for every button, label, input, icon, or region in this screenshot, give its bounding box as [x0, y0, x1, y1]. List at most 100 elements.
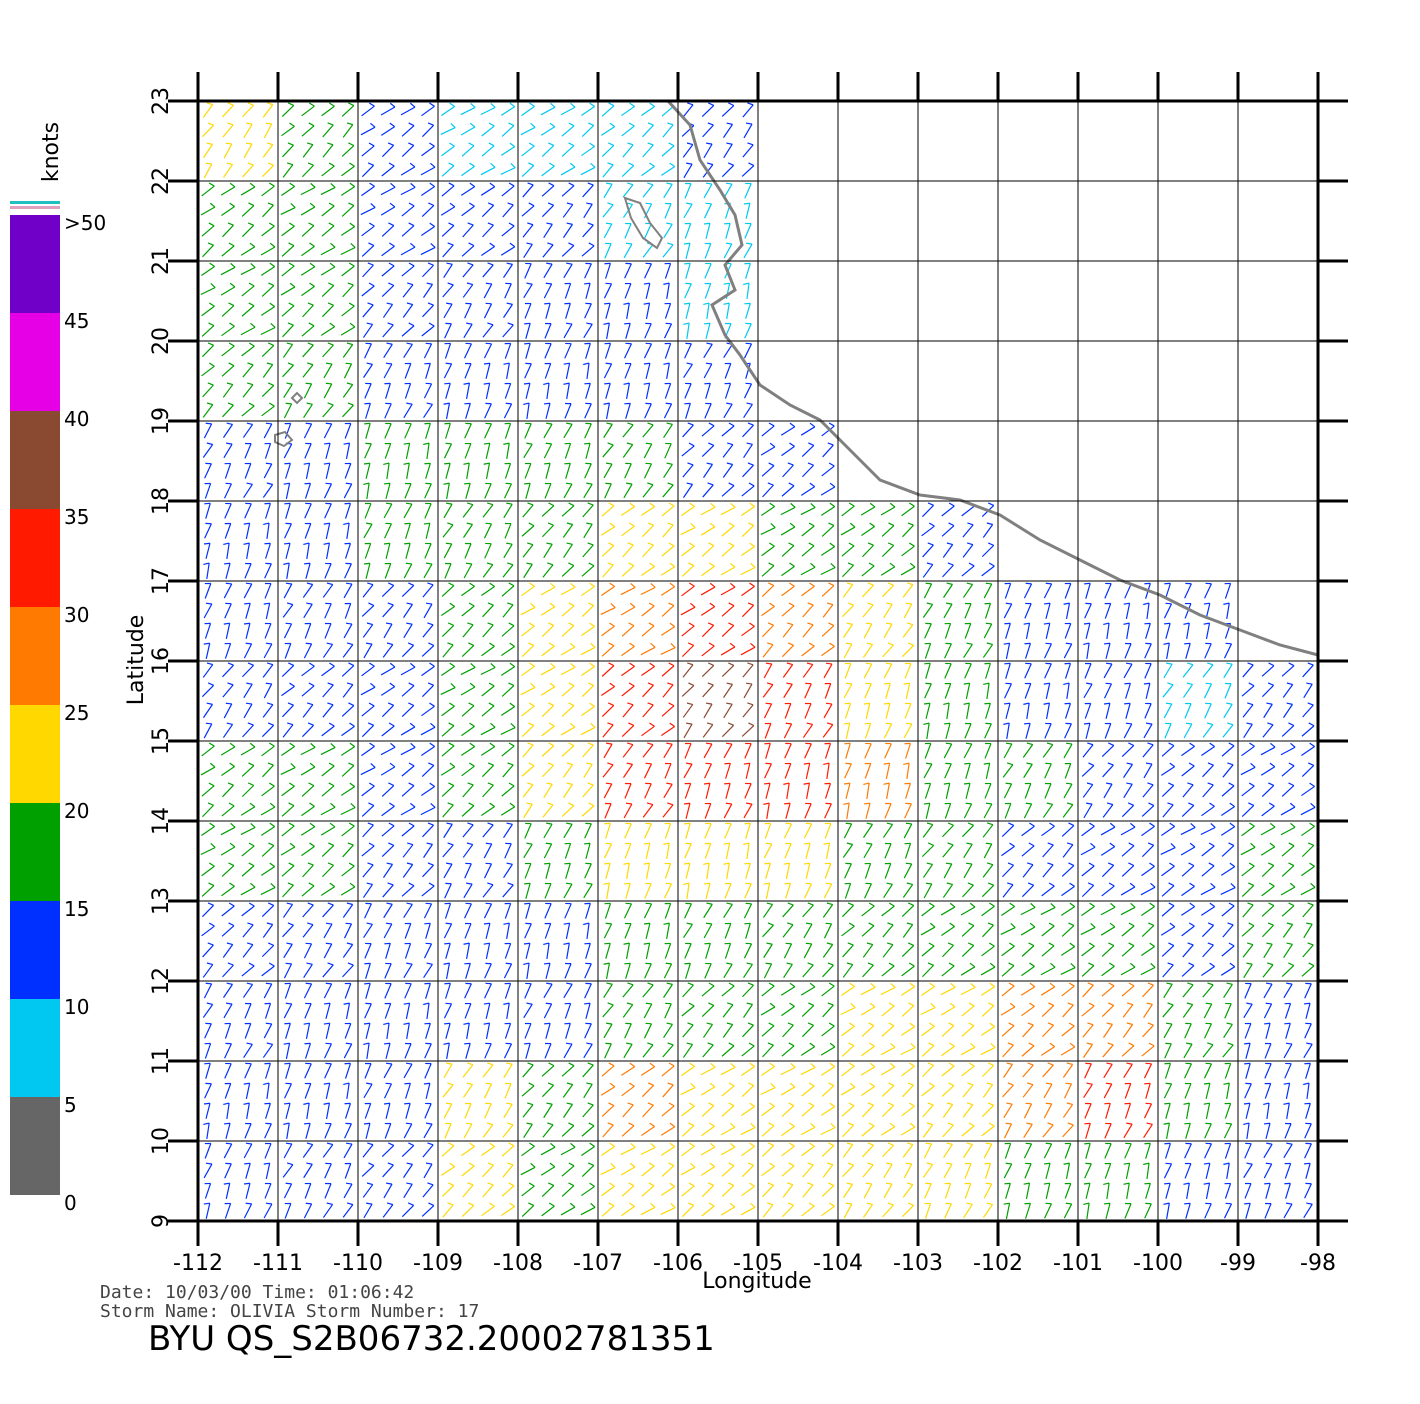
wind-barb	[704, 344, 713, 358]
wind-barb-feather	[607, 763, 613, 765]
wind-barb-feather	[806, 823, 812, 824]
wind-barb	[641, 647, 655, 654]
wind-barb-feather	[549, 183, 554, 186]
wind-barb	[283, 605, 293, 618]
wind-barb	[305, 1184, 311, 1199]
wind-barb	[825, 683, 831, 698]
wind-barb-feather	[448, 803, 454, 805]
wind-barb	[361, 687, 375, 695]
wind-barb-feather	[1027, 1083, 1033, 1085]
wind-barb	[346, 443, 349, 459]
wind-barb	[863, 605, 873, 617]
wind-barb	[1166, 1183, 1170, 1198]
wind-barb-feather	[906, 863, 912, 864]
wind-barb	[744, 344, 751, 358]
wind-barb	[1001, 1007, 1015, 1015]
wind-barb-feather	[828, 1083, 833, 1086]
wind-barb-feather	[1088, 883, 1093, 885]
wind-barb-feather	[509, 1143, 514, 1146]
wind-barb-feather	[229, 923, 234, 926]
wind-barb	[625, 824, 632, 839]
wind-barb	[702, 1206, 715, 1216]
wind-barb	[1105, 1124, 1111, 1139]
wind-barb	[244, 1144, 252, 1158]
wind-barb	[722, 986, 734, 996]
wind-barb	[1306, 1003, 1310, 1018]
wind-barb-feather	[549, 723, 554, 726]
wind-barb-feather	[1284, 1083, 1290, 1084]
wind-barb-feather	[684, 263, 690, 264]
wind-barb-feather	[229, 343, 234, 346]
wind-barb	[505, 284, 512, 299]
wind-barb	[1282, 965, 1294, 976]
wind-barb	[206, 643, 209, 659]
wind-barb-feather	[1166, 603, 1172, 604]
wind-barb	[324, 944, 331, 958]
wind-barb-feather	[244, 1183, 250, 1184]
wind-barb-feather	[1026, 1123, 1032, 1124]
wind-barb	[884, 664, 892, 678]
wind-barb	[345, 464, 351, 479]
wind-barb	[1086, 623, 1090, 639]
wind-barb	[363, 825, 374, 837]
wind-barb-feather	[608, 1103, 613, 1106]
wind-barb-feather	[1068, 863, 1073, 866]
wind-barb-feather	[648, 543, 654, 545]
wind-barb	[466, 483, 470, 498]
wind-barb	[702, 1185, 713, 1196]
wind-barb	[1081, 927, 1095, 934]
wind-barb-feather	[328, 123, 334, 125]
wind-barb	[303, 925, 313, 938]
wind-barb-feather	[503, 443, 509, 444]
wind-barb	[884, 884, 893, 897]
wind-barb	[764, 944, 773, 957]
wind-barb-feather	[584, 1003, 590, 1004]
wind-barb	[724, 904, 733, 917]
wind-barb-feather	[228, 223, 234, 225]
wind-barb-feather	[1288, 723, 1293, 726]
wind-barb-feather	[969, 1023, 974, 1026]
wind-barb	[442, 146, 455, 155]
wind-barb	[623, 745, 633, 758]
wind-barb-feather	[789, 483, 794, 486]
wind-barb-feather	[608, 563, 614, 565]
wind-barb-feather	[967, 1083, 973, 1085]
wind-barb	[301, 286, 314, 295]
wind-barb-feather	[286, 583, 292, 584]
wind-barb-feather	[524, 1043, 530, 1044]
wind-barb-feather	[387, 643, 393, 645]
wind-barb	[901, 1047, 915, 1054]
wind-barb	[1103, 805, 1113, 818]
wind-barb	[244, 584, 252, 598]
wind-barb-feather	[467, 523, 473, 524]
wind-barb	[1185, 584, 1192, 599]
wind-barb-feather	[544, 963, 550, 964]
wind-barb-feather	[507, 863, 513, 864]
wind-barb	[364, 644, 372, 658]
wind-barb	[744, 244, 752, 258]
wind-barb-feather	[547, 243, 553, 245]
wind-barb	[686, 803, 690, 819]
wind-barb-feather	[266, 983, 272, 984]
wind-barb-feather	[407, 843, 413, 845]
wind-barb	[562, 246, 574, 257]
wind-barb-feather	[224, 1183, 230, 1184]
wind-barb-feather	[729, 983, 734, 986]
wind-barb-feather	[609, 1183, 614, 1186]
wind-barb-feather	[929, 943, 934, 946]
wind-barb	[1045, 644, 1052, 658]
wind-barb	[362, 1166, 374, 1177]
wind-barb-feather	[591, 643, 596, 647]
wind-barb	[745, 224, 751, 239]
wind-barb	[1145, 664, 1151, 679]
wind-barb-feather	[888, 643, 894, 645]
wind-barb	[781, 1087, 795, 1095]
wind-barb	[663, 1045, 674, 1057]
wind-barb	[1041, 907, 1055, 914]
wind-barb	[342, 106, 354, 117]
wind-barb	[406, 1103, 410, 1118]
wind-barb-feather	[608, 703, 613, 705]
wind-barb	[325, 1164, 332, 1179]
wind-barb-feather	[1050, 983, 1055, 987]
wind-barb	[607, 323, 610, 339]
